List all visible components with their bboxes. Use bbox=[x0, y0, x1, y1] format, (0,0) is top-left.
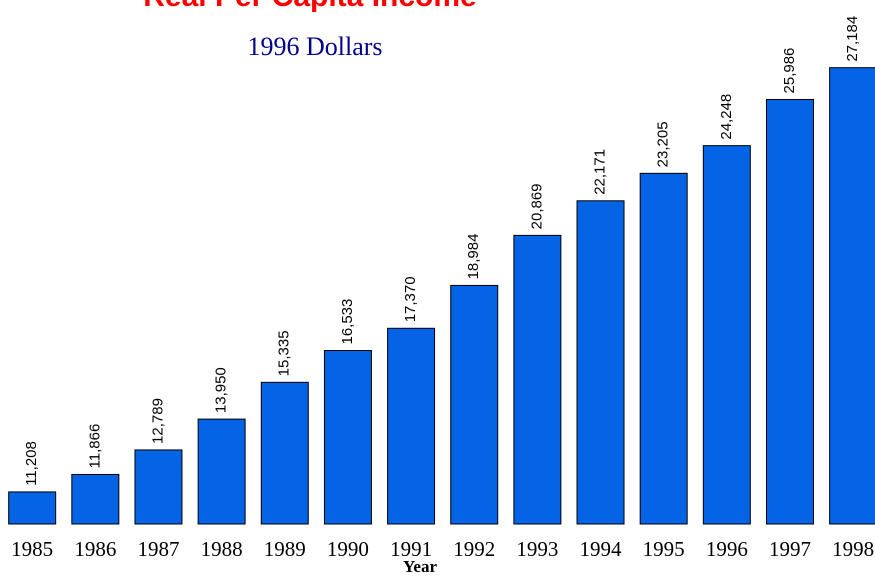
value-label: 11,866 bbox=[86, 424, 103, 469]
value-label: 20,869 bbox=[528, 183, 545, 229]
bar bbox=[323, 350, 372, 525]
x-tick-label: 1998 bbox=[832, 537, 874, 561]
chart-title: Real Per Capita Income bbox=[143, 0, 476, 13]
x-tick-label: 1995 bbox=[643, 537, 685, 561]
value-label: 13,950 bbox=[213, 367, 230, 413]
bar bbox=[702, 145, 751, 525]
x-axis-label: Year bbox=[403, 557, 437, 576]
bar bbox=[829, 67, 875, 525]
bar bbox=[387, 327, 436, 525]
bar bbox=[71, 473, 120, 525]
x-tick-label: 1991 bbox=[390, 537, 432, 561]
bar bbox=[197, 418, 246, 525]
value-label: 24,248 bbox=[718, 94, 735, 140]
bar bbox=[765, 98, 814, 525]
bar bbox=[260, 381, 309, 525]
bar bbox=[450, 284, 499, 525]
bar bbox=[134, 449, 183, 525]
x-tick-label: 1985 bbox=[11, 537, 53, 561]
value-label: 11,208 bbox=[23, 441, 40, 486]
value-label: 23,205 bbox=[655, 121, 672, 167]
value-label: 12,789 bbox=[149, 398, 166, 444]
x-tick-label: 1988 bbox=[201, 537, 243, 561]
x-tick-label: 1989 bbox=[264, 537, 306, 561]
bar bbox=[639, 172, 688, 525]
value-label: 27,184 bbox=[844, 16, 861, 62]
bar bbox=[513, 234, 562, 525]
x-tick-label: 1992 bbox=[453, 537, 495, 561]
x-tick-label: 1994 bbox=[580, 537, 623, 561]
bar bbox=[576, 200, 625, 525]
x-tick-label: 1987 bbox=[137, 537, 179, 561]
x-tick-label: 1990 bbox=[327, 537, 369, 561]
value-label: 18,984 bbox=[465, 234, 482, 280]
x-tick-label: 1993 bbox=[516, 537, 558, 561]
value-label: 15,335 bbox=[276, 330, 293, 376]
x-tick-label: 1996 bbox=[706, 537, 748, 561]
x-tick-label: 1986 bbox=[74, 537, 116, 561]
value-label: 25,986 bbox=[781, 48, 798, 94]
value-label: 17,370 bbox=[402, 276, 419, 322]
value-label: 22,171 bbox=[591, 149, 608, 195]
value-label: 16,533 bbox=[339, 299, 356, 345]
chart-subtitle: 1996 Dollars bbox=[247, 32, 382, 61]
bar bbox=[8, 491, 57, 525]
x-tick-label: 1997 bbox=[769, 537, 811, 561]
